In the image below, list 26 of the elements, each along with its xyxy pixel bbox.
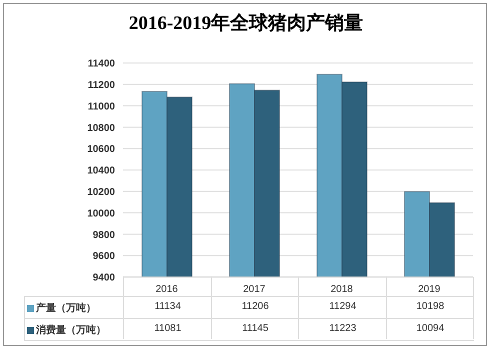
data-label: 11081	[153, 323, 182, 334]
y-tick-label: 11400	[88, 58, 116, 70]
y-tick-label: 10400	[87, 166, 116, 177]
data-label: 10198	[415, 301, 446, 312]
x-tick-label: 2016	[156, 284, 178, 296]
legend-label: 产量（万吨）	[36, 302, 96, 315]
y-tick-label: 10600	[87, 144, 116, 156]
x-tick-label: 2019	[418, 284, 441, 296]
y-tick-label: 9600	[92, 251, 116, 262]
y-tick-label: 9400	[92, 272, 116, 284]
data-label: 11134	[154, 301, 182, 312]
data-label: 11145	[241, 323, 270, 334]
chart-title: 2016-2019年全球猪肉产销量	[128, 12, 364, 36]
y-tick-label: 11000	[88, 101, 116, 112]
data-label: 11294	[328, 301, 358, 312]
x-tick-label: 2017	[243, 284, 266, 296]
data-label: 11223	[328, 323, 358, 334]
y-tick-label: 9800	[92, 230, 116, 241]
x-tick-label: 2018	[330, 284, 354, 296]
y-tick-label: 10200	[87, 186, 116, 198]
y-tick-label: 11200	[88, 80, 116, 91]
y-tick-label: 10000	[87, 208, 116, 220]
data-label: 11206	[240, 301, 270, 312]
data-label: 10094	[415, 323, 446, 334]
y-tick-label: 10800	[87, 122, 116, 134]
legend-label: 消费量（万吨）	[36, 324, 106, 337]
